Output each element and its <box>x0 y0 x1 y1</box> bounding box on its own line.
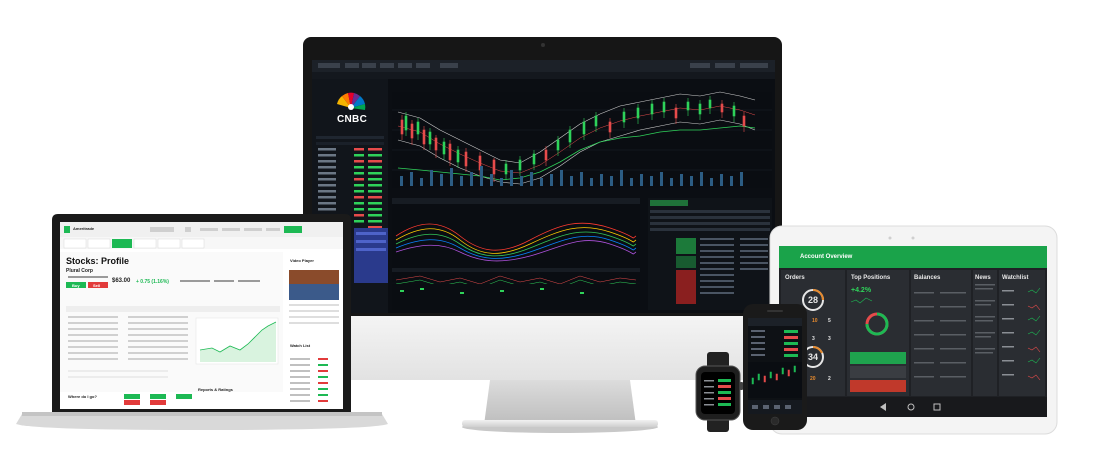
watch <box>695 352 743 432</box>
watch-list-label: Watch List <box>290 343 311 348</box>
order-stat: 3 <box>812 336 815 342</box>
company-name: Plural Corp <box>66 268 93 274</box>
sell-button[interactable]: Sell <box>93 283 101 288</box>
top-positions-change: +4.2% <box>851 287 872 294</box>
order-stat: 2 <box>828 376 831 382</box>
top-positions-panel-title: Top Positions <box>851 275 891 281</box>
cnbc-logo-text: CNBC <box>337 114 368 125</box>
watchlist-panel-title: Watchlist <box>1002 275 1029 281</box>
orders-panel-title: Orders <box>785 275 805 281</box>
sidebar-rows <box>316 136 388 283</box>
orders-count: 28 <box>807 295 818 305</box>
video-player-label: Video Player <box>290 258 314 263</box>
phone <box>743 304 807 430</box>
balances-panel-title: Balances <box>914 275 941 281</box>
tablet-title: Account Overview <box>800 254 853 260</box>
stock-change: + 0.75 (1.16%) <box>136 279 169 285</box>
stock-price: $63.00 <box>112 278 131 284</box>
where-label: Where do I go? <box>68 394 97 399</box>
orders-count-secondary: 34 <box>807 352 818 362</box>
news-panel-title: News <box>975 275 991 281</box>
buy-button[interactable]: Buy <box>72 283 80 288</box>
candles <box>400 96 746 182</box>
order-stat: 5 <box>828 318 831 324</box>
brand-name: Ameritrade <box>73 226 95 231</box>
order-stat: 10 <box>812 318 818 324</box>
order-stat: 3 <box>828 336 831 342</box>
monitor <box>303 37 782 433</box>
cnbc-logo-icon <box>337 92 366 110</box>
reports-label: Reports & Ratings <box>198 387 233 392</box>
order-stat: 20 <box>810 376 816 382</box>
tablet <box>769 225 1058 435</box>
laptop <box>16 214 388 430</box>
page-title: Stocks: Profile <box>66 256 130 266</box>
